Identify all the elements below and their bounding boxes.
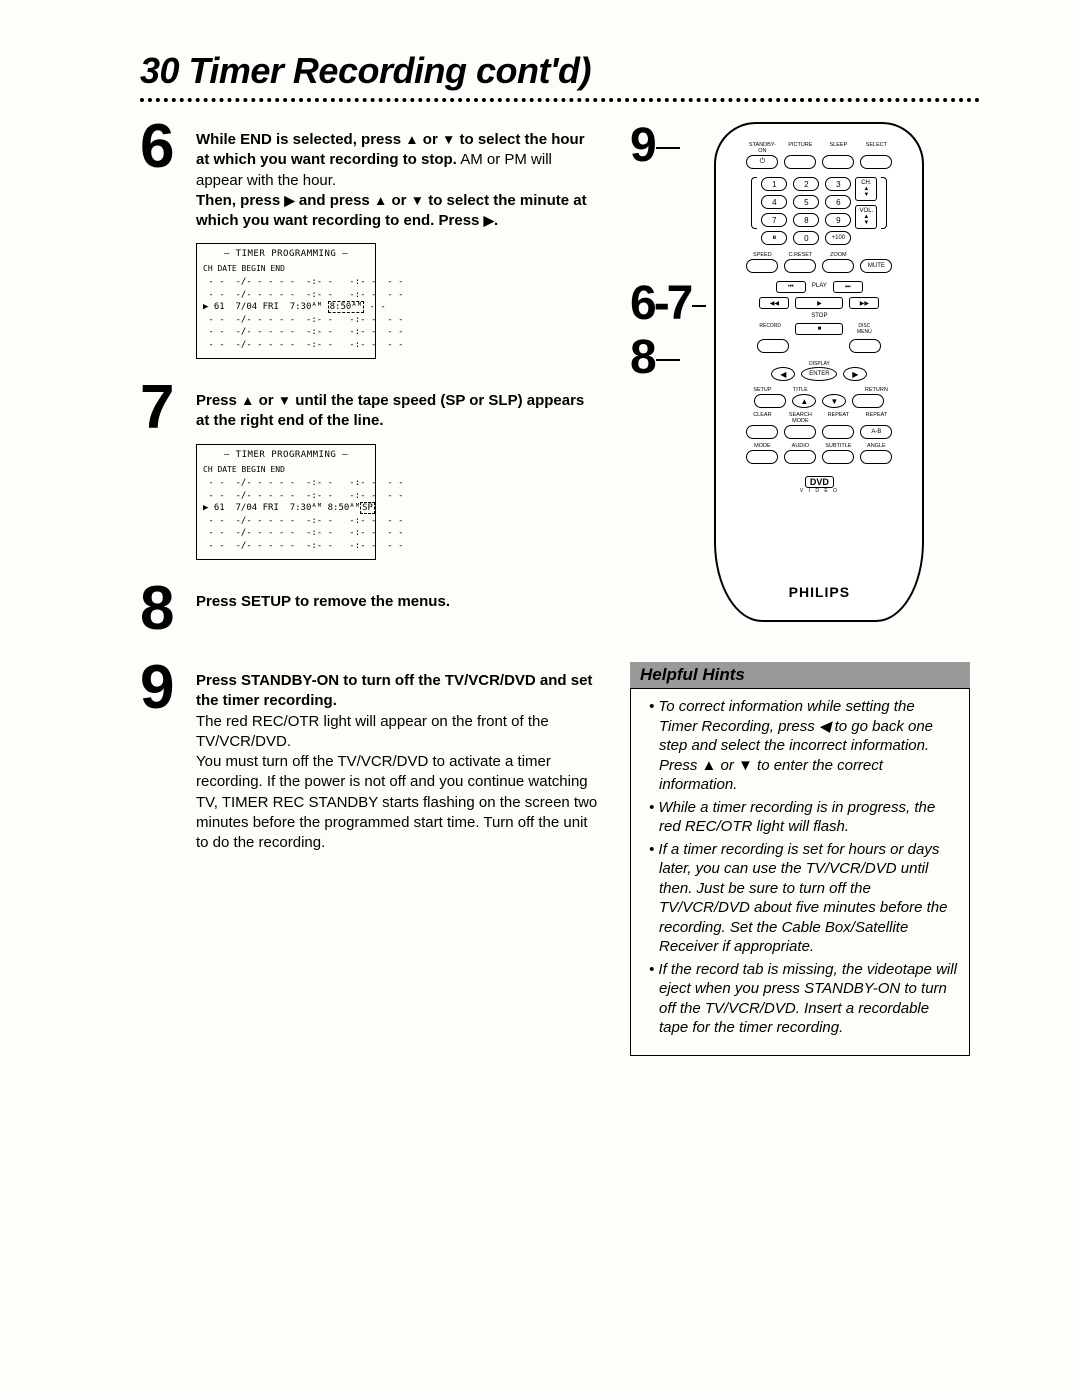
remote-diagram: STANDBY-ON PICTURE SLEEP SELECT ⏻ 123	[714, 122, 924, 622]
hint-item: While a timer recording is in progress, …	[649, 798, 957, 837]
timer-programming-box: – TIMER PROGRAMMING – CH DATE BEGIN END …	[196, 444, 376, 559]
step-8: 8 Press SETUP to remove the menus.	[140, 584, 600, 634]
step-number: 7	[140, 383, 184, 433]
step-body: While END is selected, press ▲ or ▼ to s…	[196, 122, 600, 231]
step-body: Press SETUP to remove the menus.	[196, 584, 450, 634]
step-7: 7 Press ▲ or ▼ until the tape speed (SP …	[140, 383, 600, 433]
mute-button: MUTE	[860, 259, 892, 273]
sleep-button	[822, 155, 854, 169]
step-9: 9 Press STANDBY-ON to turn off the TV/VC…	[140, 663, 600, 853]
brand-label: PHILIPS	[789, 584, 850, 600]
hints-title: Helpful Hints	[630, 662, 970, 689]
step-number: 9	[140, 663, 184, 853]
step-number: 6	[140, 122, 184, 231]
step-number: 8	[140, 584, 184, 634]
steps-column: 6 While END is selected, press ▲ or ▼ to…	[140, 122, 600, 1056]
helpful-hints-box: Helpful Hints To correct information whi…	[630, 662, 970, 1056]
aside-column: 9 6-7 8 STANDBY-ON PICTURE SLEEP SELECT …	[630, 122, 970, 1056]
timer-programming-box: – TIMER PROGRAMMING – CH DATE BEGIN END …	[196, 243, 376, 358]
enter-button: ENTER	[801, 367, 837, 381]
hint-item: If the record tab is missing, the videot…	[649, 960, 957, 1038]
step-body: Press STANDBY-ON to turn off the TV/VCR/…	[196, 663, 600, 853]
picture-button	[784, 155, 816, 169]
page-title: 30 Timer Recording cont'd)	[140, 50, 980, 92]
divider	[140, 98, 980, 102]
standby-button: ⏻	[746, 155, 778, 169]
step-6: 6 While END is selected, press ▲ or ▼ to…	[140, 122, 600, 231]
step-body: Press ▲ or ▼ until the tape speed (SP or…	[196, 383, 600, 433]
hint-item: If a timer recording is set for hours or…	[649, 840, 957, 957]
select-button	[860, 155, 892, 169]
hint-item: To correct information while setting the…	[649, 697, 957, 795]
remote-callouts: 9 6-7 8	[630, 122, 706, 382]
